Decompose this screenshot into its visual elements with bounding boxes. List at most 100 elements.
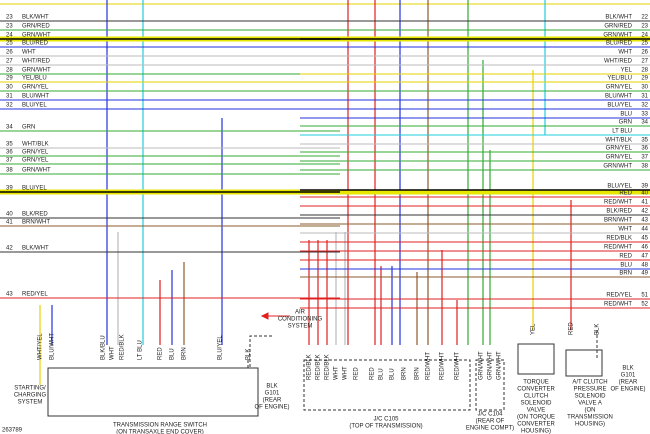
component-label: SOLENOID bbox=[574, 394, 606, 400]
wire-label: WHT bbox=[110, 346, 116, 360]
component-label: TRANSMISSION bbox=[567, 415, 613, 421]
row-number: 38 bbox=[641, 164, 648, 170]
row-number: 38 bbox=[6, 168, 13, 174]
component-label: HOUSING) bbox=[521, 429, 551, 434]
row-number: 43 bbox=[6, 292, 13, 298]
row-number: 23 bbox=[6, 24, 13, 30]
wire-label: BLU/WHT bbox=[605, 94, 632, 100]
wire-label: WHT/YEL bbox=[38, 333, 44, 360]
component-box bbox=[47, 367, 259, 417]
wire-label: BLU/YEL bbox=[22, 186, 47, 192]
row-number: 44 bbox=[641, 227, 648, 233]
row-number: 35 bbox=[6, 142, 13, 148]
wire-label: WHT/BLK bbox=[22, 142, 49, 148]
wire-label: WHT bbox=[334, 366, 340, 380]
wire-label: RED/BLK bbox=[120, 334, 126, 360]
row-number: 23 bbox=[641, 24, 648, 30]
row-number: 30 bbox=[641, 85, 648, 91]
wire-label: BLU/YEL bbox=[607, 103, 632, 109]
component-label: CONDITIONING bbox=[278, 317, 323, 323]
wire-label: RED bbox=[569, 322, 575, 335]
row-number: 52 bbox=[641, 302, 648, 308]
wire-label: GRN/YEL bbox=[22, 158, 49, 164]
row-number: 28 bbox=[6, 68, 13, 74]
wire-label: WHT/BLK bbox=[605, 138, 632, 144]
wire-label: YEL bbox=[621, 68, 633, 74]
wire-label: WHT bbox=[618, 227, 632, 233]
component-label: OF ENGINE) bbox=[610, 387, 645, 393]
component-label: CONVERTER bbox=[517, 387, 555, 393]
component-label: PRESSURE bbox=[573, 387, 606, 393]
component-label: (TOP OF TRANSMISSION) bbox=[349, 424, 422, 430]
wire-label: BLU bbox=[620, 263, 632, 269]
row-number: 26 bbox=[6, 50, 13, 56]
wire-label: RED bbox=[158, 347, 164, 360]
row-number: 36 bbox=[641, 146, 648, 152]
wire-label: BLU/RED bbox=[22, 41, 49, 47]
component-label: CHARGING bbox=[14, 393, 47, 399]
component-label: SYSTEM bbox=[18, 400, 43, 406]
wire-label: BLU/WHT bbox=[50, 333, 56, 360]
wire-label: RED/WHT bbox=[455, 352, 461, 380]
row-number: 35 bbox=[641, 138, 648, 144]
wire-label: LT BLU bbox=[138, 340, 144, 360]
wire-label: BLU/YEL bbox=[607, 184, 632, 190]
row-number: 47 bbox=[641, 254, 648, 260]
row-number: 28 bbox=[641, 68, 648, 74]
row-number: 23 bbox=[6, 15, 13, 21]
row-number: 40 bbox=[641, 191, 648, 197]
component-label: (REAR OF bbox=[476, 419, 505, 425]
component-label: CONVERTER bbox=[517, 422, 555, 428]
wire-label: GRN/YEL bbox=[606, 85, 633, 91]
component-box bbox=[303, 359, 471, 411]
row-number: 31 bbox=[6, 94, 13, 100]
component-label: BLK bbox=[266, 384, 277, 390]
row-number: 39 bbox=[641, 184, 648, 190]
wire-label: BLK bbox=[246, 349, 252, 360]
row-number: 27 bbox=[641, 59, 648, 65]
row-number: 33 bbox=[641, 112, 648, 118]
wire-label: GRN/WHT bbox=[479, 351, 485, 380]
row-number: 29 bbox=[641, 76, 648, 82]
wire-label: WHT bbox=[618, 50, 632, 56]
component-label: HOUSING) bbox=[575, 422, 605, 428]
row-number: 24 bbox=[6, 33, 13, 39]
row-number: 30 bbox=[6, 85, 13, 91]
wire-label: RED bbox=[619, 191, 632, 197]
wire-label: RED/WHT bbox=[440, 352, 446, 380]
wire-label: RED/BLK bbox=[307, 354, 313, 380]
wire-label: BRN/WHT bbox=[22, 220, 50, 226]
row-number: 26 bbox=[641, 50, 648, 56]
wire-label: GRN/RED bbox=[22, 24, 50, 30]
row-number: 45 bbox=[641, 236, 648, 242]
row-number: 46 bbox=[641, 245, 648, 251]
wire-label: BLU bbox=[620, 112, 632, 118]
component-label: BLK bbox=[622, 366, 633, 372]
component-box bbox=[475, 359, 505, 411]
component-label: G101 bbox=[621, 373, 636, 379]
component-label: TRANSMISSION RANGE SWITCH bbox=[113, 423, 207, 429]
wire-label: RED/YEL bbox=[22, 292, 48, 298]
wire-label: GRN/YEL bbox=[22, 150, 49, 156]
wire-label: RED/BLK bbox=[316, 354, 322, 380]
component-label: SYSTEM bbox=[288, 324, 313, 330]
component-label: J/C C105 bbox=[373, 417, 399, 423]
wire-label: BLU/WHT bbox=[22, 94, 49, 100]
row-number: 34 bbox=[6, 125, 13, 131]
wire-label: GRN/WHT bbox=[22, 168, 51, 174]
wire-label: RED/WHT bbox=[604, 200, 632, 206]
row-number: 25 bbox=[641, 41, 648, 47]
row-number: 27 bbox=[6, 59, 13, 65]
wire-label: BLU/YEL bbox=[218, 335, 224, 360]
wire-label: GRN bbox=[619, 120, 632, 126]
row-number: 32 bbox=[6, 103, 13, 109]
row-number: 37 bbox=[6, 158, 13, 164]
wire-label: RED/BLK bbox=[325, 354, 331, 380]
wire-label: BLK/BLU bbox=[101, 335, 107, 360]
component-label: J/C C104 bbox=[477, 412, 503, 418]
wire-label: GRN/YEL bbox=[606, 146, 633, 152]
component-label: (ON TORQUE bbox=[517, 415, 555, 421]
figure-ref: 263789 bbox=[2, 428, 23, 434]
row-number: 34 bbox=[641, 120, 648, 126]
row-number: 51 bbox=[641, 293, 648, 299]
